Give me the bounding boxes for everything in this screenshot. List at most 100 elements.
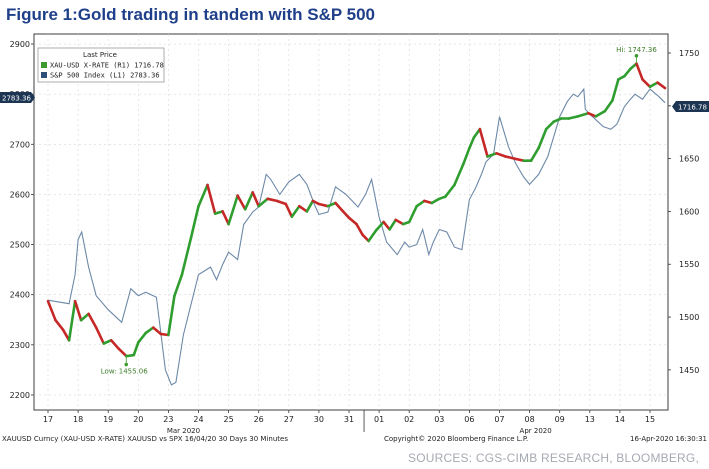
gold-segment — [297, 204, 309, 213]
left-tick-label: 2200 — [10, 391, 30, 400]
right-tick-label: 1500 — [679, 313, 699, 322]
x-tick-label: 26 — [254, 415, 264, 424]
right-tick-label: 1650 — [679, 155, 699, 164]
gold-segment — [167, 294, 176, 337]
legend-header: Last Price — [83, 51, 117, 59]
left-tick-label: 2900 — [10, 40, 30, 49]
gold-segment — [394, 218, 405, 226]
x-tick-label: 07 — [494, 415, 504, 424]
gold-segment — [374, 220, 385, 232]
left-tick-label: 2300 — [10, 341, 30, 350]
gold-segment — [415, 199, 426, 208]
gold-segment — [102, 338, 113, 345]
legend-swatch-sp500 — [41, 72, 47, 78]
gold-segment — [355, 222, 364, 236]
gold-segment — [334, 201, 345, 213]
gold-segment — [341, 210, 351, 220]
gold-segment — [576, 111, 590, 118]
gold-segment — [257, 197, 270, 208]
x-tick-label: 01 — [374, 415, 384, 424]
gold-segment — [326, 201, 337, 208]
gold-segment — [94, 326, 105, 345]
gold-segment — [347, 216, 358, 226]
gold-segment — [152, 326, 163, 336]
gold-segment — [290, 204, 301, 218]
gold-segment — [73, 299, 83, 322]
high-marker — [634, 53, 639, 58]
gold-segment — [468, 136, 476, 150]
x-tick-label: 02 — [404, 415, 414, 424]
footer-left: XAUUSD Curncy (XAU-USD X-RATE) XAUUSD vs… — [2, 435, 288, 443]
gold-segment — [504, 155, 516, 160]
low-marker — [124, 362, 129, 367]
gold-segment — [236, 194, 247, 211]
right-tick-label: 1550 — [679, 260, 699, 269]
gold-segment — [46, 299, 57, 322]
gold-segment — [656, 81, 667, 90]
month-label: Apr 2020 — [520, 427, 552, 435]
gold-segment — [567, 115, 580, 120]
gold-segment — [586, 111, 598, 118]
gold-segment — [367, 229, 378, 243]
x-tick-label: 24 — [193, 415, 203, 424]
plot-frame — [33, 33, 669, 411]
gold-segment — [221, 210, 230, 226]
sp500-line — [47, 87, 666, 386]
x-tick-label: 30 — [314, 415, 324, 424]
gold-segment — [180, 236, 193, 277]
gold-segment — [189, 204, 200, 240]
gold-segment — [87, 312, 98, 329]
right-tick-label: 1450 — [679, 366, 699, 375]
annotations: Low: 1455.06 Hi: 1747.36 — [101, 46, 658, 376]
left-tick-label: 2600 — [10, 190, 30, 199]
source-note: SOURCES: CGS-CIMB RESEARCH, BLOOMBERG, — [408, 451, 699, 465]
gold-segment — [641, 78, 652, 89]
x-axis: 17 18 19 20 23 24 25 26 27 30 31 01 02 03 06 07 08 09 13 14… — [43, 410, 655, 435]
gold-segment — [552, 117, 563, 123]
gold-segment — [529, 146, 540, 162]
gold-segment — [173, 273, 184, 298]
gold-segment — [478, 127, 489, 158]
gold-segment — [472, 127, 482, 139]
x-tick-label: 15 — [645, 415, 655, 424]
gold-segment — [623, 67, 632, 78]
month-label: Mar 2020 — [167, 427, 200, 435]
footer-center: Copyright© 2020 Bloomberg Finance L.P. — [384, 435, 528, 443]
x-tick-label: 09 — [555, 415, 565, 424]
gold-segment — [443, 183, 456, 198]
gold-segment — [486, 152, 498, 158]
gold-segment — [227, 194, 239, 226]
gold-segment — [206, 183, 217, 215]
x-tick-label: 13 — [585, 415, 595, 424]
x-tick-label: 31 — [344, 415, 354, 424]
x-tick-label: 19 — [103, 415, 113, 424]
left-tick-label: 2700 — [10, 140, 30, 149]
gold-segment — [453, 162, 465, 187]
figure-title: Figure 1:Gold trading in tandem with S&P… — [6, 5, 376, 24]
gold-series — [46, 62, 667, 358]
gold-segment — [648, 81, 659, 89]
gold-segment — [407, 204, 419, 224]
left-tick-label: 2500 — [10, 241, 30, 250]
gold-segment — [388, 218, 398, 231]
high-label: Hi: 1747.36 — [616, 46, 657, 54]
x-tick-label: 18 — [73, 415, 83, 424]
gold-segment — [382, 220, 391, 231]
x-tick-label: 06 — [464, 415, 474, 424]
gold-segment — [117, 347, 128, 358]
gold-segment — [537, 127, 548, 150]
gold-segment — [275, 199, 288, 206]
gold-segment — [495, 152, 507, 158]
last-value-tag-right: 1716.78 — [672, 101, 709, 112]
gold-segment — [67, 299, 77, 342]
last-value-tag-left: 2783.36 — [0, 92, 35, 103]
gold-segment — [317, 202, 330, 208]
right-tick-label: 1600 — [679, 207, 699, 216]
legend-entry-sp500: S&P 500 Index (L1) 2783.36 — [50, 72, 160, 80]
gold-segment — [243, 191, 254, 211]
gold-segment — [284, 202, 294, 218]
gold-segment — [603, 99, 614, 113]
low-label: Low: 1455.06 — [101, 368, 148, 376]
gold-segment — [513, 157, 525, 162]
x-tick-label: 27 — [284, 415, 294, 424]
